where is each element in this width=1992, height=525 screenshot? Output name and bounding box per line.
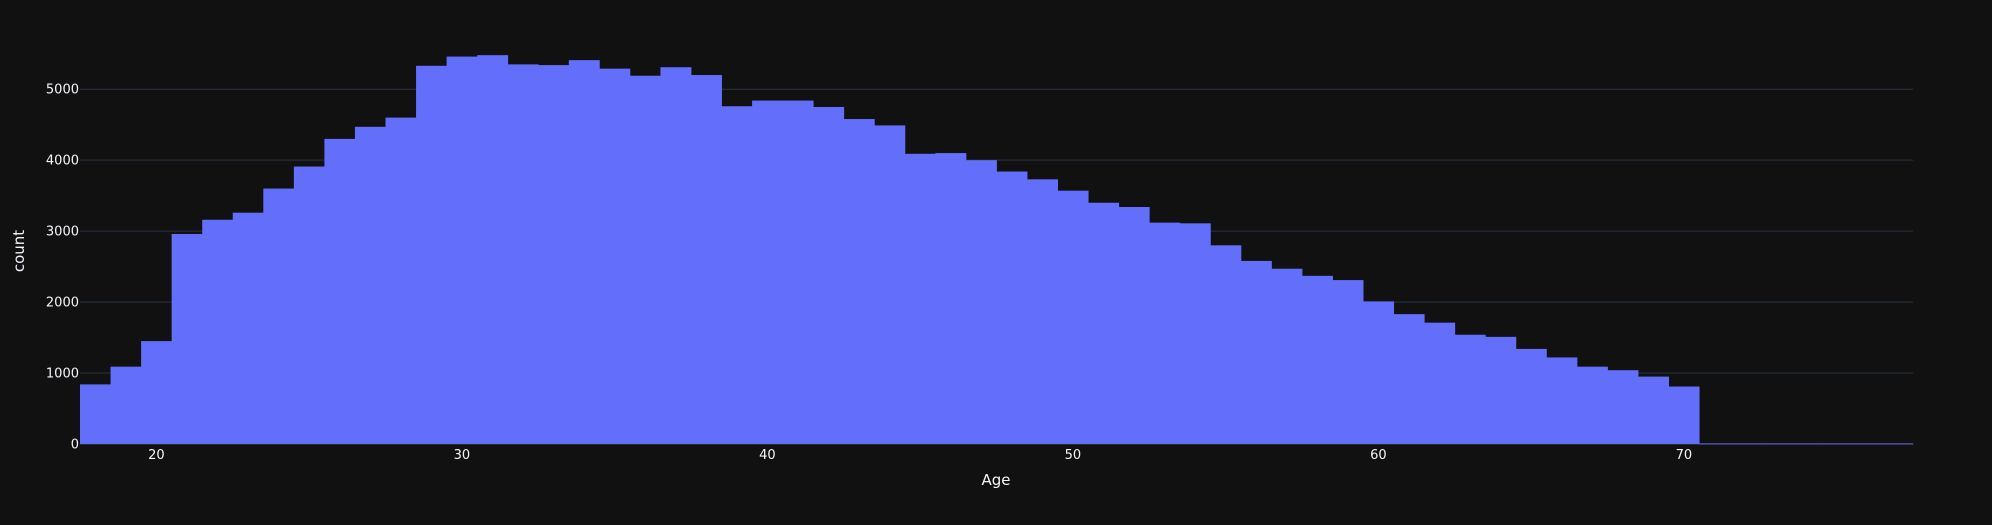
histogram-bar[interactable] bbox=[1393, 314, 1425, 444]
y-axis-ticks: 0 1000 2000 3000 4000 5000 bbox=[46, 83, 79, 453]
x-tick-label: 30 bbox=[454, 448, 471, 463]
histogram-bar[interactable] bbox=[1454, 334, 1486, 444]
y-tick-label: 2000 bbox=[46, 296, 79, 311]
histogram-bar[interactable] bbox=[538, 65, 570, 445]
bars bbox=[80, 55, 1914, 445]
histogram-bar[interactable] bbox=[996, 171, 1028, 444]
x-axis-title: Age bbox=[981, 471, 1010, 489]
histogram-bar[interactable] bbox=[874, 125, 906, 445]
histogram-bar[interactable] bbox=[232, 212, 264, 444]
x-tick-label: 40 bbox=[759, 448, 776, 463]
histogram-bar[interactable] bbox=[1485, 336, 1517, 444]
x-axis-ticks: 20 30 40 50 60 70 bbox=[148, 448, 1692, 463]
histogram-bar[interactable] bbox=[1790, 443, 1822, 445]
histogram-bar[interactable] bbox=[965, 160, 997, 444]
histogram-bar[interactable] bbox=[171, 233, 203, 444]
y-tick-label: 1000 bbox=[46, 367, 79, 382]
histogram-bar[interactable] bbox=[110, 366, 142, 444]
histogram-bar[interactable] bbox=[629, 75, 661, 444]
histogram-bar[interactable] bbox=[1088, 202, 1120, 444]
histogram-bar[interactable] bbox=[324, 138, 356, 444]
histogram-bar[interactable] bbox=[721, 106, 753, 445]
x-tick-label: 20 bbox=[148, 448, 165, 463]
histogram-bar[interactable] bbox=[1179, 223, 1211, 444]
histogram-bar[interactable] bbox=[80, 384, 111, 444]
histogram-bar[interactable] bbox=[507, 64, 539, 445]
histogram-bar[interactable] bbox=[385, 117, 417, 444]
histogram-bar[interactable] bbox=[1271, 268, 1303, 444]
histogram-bar[interactable] bbox=[752, 100, 784, 444]
histogram-bar[interactable] bbox=[691, 75, 722, 444]
x-tick-label: 50 bbox=[1065, 448, 1082, 463]
histogram-bar[interactable] bbox=[416, 65, 447, 444]
histogram-bar[interactable] bbox=[202, 219, 234, 444]
histogram-bar[interactable] bbox=[782, 100, 814, 444]
histogram-bar[interactable] bbox=[1027, 179, 1058, 445]
histogram-bar[interactable] bbox=[843, 119, 875, 444]
histogram-bar[interactable] bbox=[813, 106, 845, 445]
histogram-bar[interactable] bbox=[1149, 222, 1181, 444]
histogram-bar[interactable] bbox=[1057, 190, 1089, 444]
histogram-bar[interactable] bbox=[1668, 386, 1700, 444]
histogram-bar[interactable] bbox=[1638, 376, 1669, 444]
y-tick-label: 3000 bbox=[46, 225, 79, 240]
histogram-bar[interactable] bbox=[904, 153, 936, 444]
histogram-bar[interactable] bbox=[1851, 443, 1883, 445]
histogram-bar[interactable] bbox=[1363, 301, 1395, 444]
histogram-bar[interactable] bbox=[1607, 370, 1639, 444]
y-tick-label: 5000 bbox=[46, 83, 79, 98]
histogram-bar[interactable] bbox=[568, 60, 600, 445]
histogram-bar[interactable] bbox=[477, 55, 509, 444]
histogram-bar[interactable] bbox=[1699, 443, 1731, 445]
x-tick-label: 60 bbox=[1370, 448, 1387, 463]
histogram-bar[interactable] bbox=[1576, 366, 1608, 444]
histogram-bar[interactable] bbox=[660, 67, 692, 444]
x-tick-label: 70 bbox=[1676, 448, 1693, 463]
histogram-bar[interactable] bbox=[1302, 275, 1333, 444]
histogram-bar[interactable] bbox=[446, 56, 478, 444]
histogram-bar[interactable] bbox=[1210, 245, 1242, 444]
histogram-bar[interactable] bbox=[1760, 443, 1792, 445]
histogram-bar[interactable] bbox=[354, 126, 386, 445]
histogram-bar[interactable] bbox=[263, 188, 295, 444]
histogram-bar[interactable] bbox=[935, 153, 967, 445]
histogram-bar[interactable] bbox=[293, 166, 325, 444]
histogram-bar[interactable] bbox=[1515, 348, 1547, 444]
histogram-bar[interactable] bbox=[1821, 443, 1853, 445]
histogram-bar[interactable] bbox=[599, 68, 631, 444]
histogram-bar[interactable] bbox=[1882, 443, 1914, 445]
histogram-bar[interactable] bbox=[1546, 357, 1578, 444]
histogram-bar[interactable] bbox=[1240, 260, 1272, 444]
histogram-bar[interactable] bbox=[1424, 322, 1456, 444]
y-axis-title: count bbox=[10, 230, 28, 272]
histogram-bar[interactable] bbox=[1729, 443, 1761, 445]
y-tick-label: 4000 bbox=[46, 154, 79, 169]
histogram-bar[interactable] bbox=[1118, 207, 1150, 444]
y-tick-label: 0 bbox=[71, 438, 79, 453]
histogram-bar[interactable] bbox=[1332, 280, 1364, 444]
histogram-bar[interactable] bbox=[141, 341, 173, 444]
